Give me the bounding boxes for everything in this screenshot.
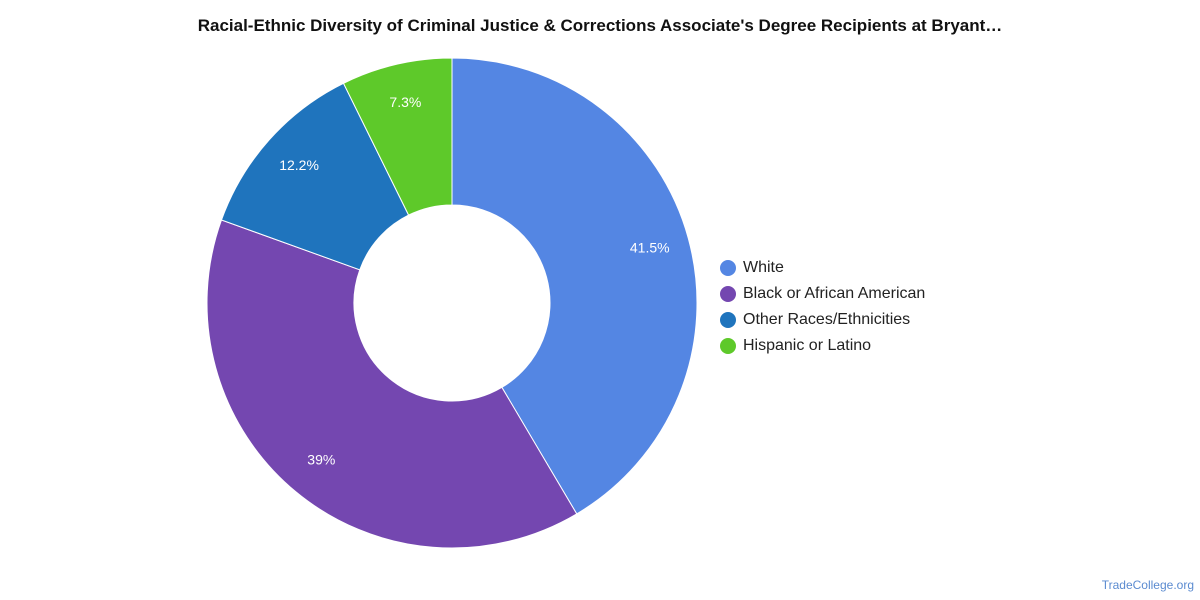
slice-label-white: 41.5% <box>630 240 670 256</box>
legend-swatch <box>720 338 736 354</box>
slice-labels: 41.5% 39% 12.2% 7.3% <box>279 94 669 468</box>
legend-item-hispanic-or-latino[interactable]: Hispanic or Latino <box>720 333 925 359</box>
legend-item-white[interactable]: White <box>720 255 925 281</box>
slice-black-or-african-american[interactable] <box>206 219 578 549</box>
legend-label: White <box>743 259 784 276</box>
slice-hispanic-or-latino[interactable] <box>342 57 453 216</box>
slice-other-races-ethnicities[interactable] <box>220 82 410 271</box>
chart-legend: White Black or African American Other Ra… <box>720 255 925 359</box>
slice-label-black-or-african-american: 39% <box>307 452 335 468</box>
legend-label: Other Races/Ethnicities <box>743 311 911 328</box>
chart-title: Racial-Ethnic Diversity of Criminal Just… <box>197 16 1003 35</box>
legend-swatch <box>720 286 736 302</box>
slice-label-other-races-ethnicities: 12.2% <box>279 157 319 173</box>
legend-swatch <box>720 312 736 328</box>
slice-label-hispanic-or-latino: 7.3% <box>389 94 421 110</box>
legend-swatch <box>720 260 736 276</box>
site-watermark[interactable]: TradeCollege.org <box>1101 578 1194 592</box>
legend-item-black-or-african-american[interactable]: Black or African American <box>720 281 925 307</box>
legend-label: Hispanic or Latino <box>743 337 872 354</box>
legend-item-other-races-ethnicities[interactable]: Other Races/Ethnicities <box>720 307 925 333</box>
slice-white[interactable] <box>451 57 698 515</box>
legend-label: Black or African American <box>743 285 926 302</box>
donut-slices <box>206 57 698 549</box>
